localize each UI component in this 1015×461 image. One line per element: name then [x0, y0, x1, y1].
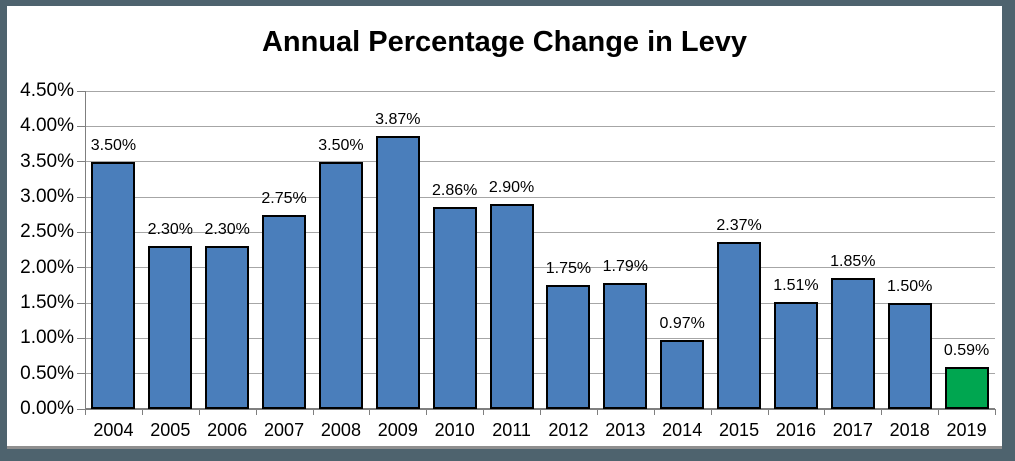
- x-tick-label: 2011: [492, 420, 531, 440]
- bar-value-label: 1.51%: [773, 277, 819, 295]
- y-axis-tick: [77, 373, 85, 375]
- bar-value-label: 2.90%: [488, 179, 535, 197]
- bar: [717, 241, 762, 409]
- bar: [546, 285, 591, 409]
- x-tick-label: 2012: [548, 420, 589, 440]
- y-axis-tick: [77, 125, 85, 127]
- x-axis-tick: [938, 409, 940, 415]
- bar-value-label: 2.37%: [716, 216, 762, 234]
- chart-title: Annual Percentage Change in Levy: [261, 26, 748, 58]
- y-axis-tick: [77, 408, 85, 410]
- bar: [205, 246, 250, 409]
- y-tick-label: 3.50%: [20, 150, 74, 172]
- y-axis-line: [85, 91, 86, 409]
- bar: [148, 246, 193, 409]
- gridline: [85, 267, 995, 269]
- y-tick-label: 0.00%: [20, 398, 74, 419]
- bar-value-label: 2.30%: [204, 221, 250, 239]
- bar: [887, 303, 932, 409]
- x-tick-label: 2019: [946, 420, 987, 440]
- x-axis-tick: [653, 409, 655, 415]
- x-tick-label: 2009: [377, 420, 418, 440]
- y-axis-tick: [77, 267, 85, 269]
- bar: [432, 206, 477, 409]
- x-axis-tick: [596, 409, 598, 415]
- x-axis-tick: [312, 409, 314, 415]
- x-tick-label: 2014: [662, 420, 703, 440]
- y-axis-tick: [77, 196, 85, 198]
- bar-value-label: 3.50%: [90, 136, 137, 154]
- y-tick-label: 4.00%: [20, 115, 74, 137]
- x-tick-label: 2010: [434, 420, 475, 440]
- x-axis-tick: [767, 409, 769, 415]
- bar: [318, 161, 363, 409]
- bar: [830, 278, 875, 409]
- x-tick-label: 2017: [832, 420, 873, 440]
- bar-value-label: 1.50%: [887, 278, 933, 295]
- bar-value-label: 3.50%: [318, 136, 364, 154]
- y-tick-label: 1.00%: [20, 327, 74, 349]
- bar-value-label: 0.59%: [943, 342, 990, 360]
- x-tick-label: 2016: [775, 420, 816, 440]
- x-axis-tick: [255, 409, 257, 415]
- x-tick-label: 2018: [889, 420, 930, 440]
- bar-value-label: 1.79%: [602, 257, 648, 275]
- bar-value-label: 1.85%: [830, 253, 876, 271]
- bar: [660, 340, 705, 409]
- y-axis-tick: [77, 337, 85, 339]
- bar-value-label: 2.30%: [147, 221, 193, 239]
- x-tick-label: 2006: [207, 420, 248, 440]
- gridline: [85, 373, 995, 375]
- bar: [773, 302, 818, 409]
- x-axis-tick: [995, 409, 996, 415]
- x-axis-tick: [198, 409, 200, 415]
- x-tick-label: 2015: [719, 420, 760, 440]
- x-axis-tick: [426, 409, 428, 415]
- bar: [262, 214, 307, 409]
- bar: [375, 135, 420, 409]
- chart-surface: Annual Percentage Change in Levy 0.00% 0.…: [7, 6, 1002, 449]
- x-axis-tick: [824, 409, 826, 415]
- gridline: [85, 161, 995, 163]
- x-axis-tick: [483, 409, 485, 415]
- x-tick-label: 2007: [264, 420, 305, 440]
- gridline: [85, 196, 995, 198]
- bar-value-label: 3.87%: [375, 110, 421, 128]
- y-tick-label: 2.50%: [20, 221, 74, 243]
- y-tick-label: 4.50%: [20, 80, 74, 101]
- bar: [91, 161, 136, 409]
- bar: [489, 204, 534, 409]
- bar: [944, 367, 989, 409]
- y-axis-tick: [77, 161, 85, 163]
- x-axis-tick: [881, 409, 883, 415]
- y-axis-tick: [77, 231, 85, 233]
- bar-value-label: 2.86%: [432, 181, 478, 199]
- y-tick-label: 0.50%: [20, 362, 74, 384]
- y-tick-label: 3.00%: [20, 186, 74, 207]
- bar: [603, 282, 648, 409]
- x-axis-tick: [369, 409, 371, 415]
- y-tick-label: 1.50%: [20, 292, 74, 313]
- x-axis-tick: [85, 409, 86, 415]
- gridline: [85, 337, 995, 339]
- bar-value-label: 0.97%: [659, 315, 705, 333]
- x-tick-label: 2004: [93, 420, 134, 440]
- y-tick-label: 2.00%: [20, 256, 74, 278]
- bar-value-label: 1.75%: [545, 260, 592, 278]
- x-tick-label: 2013: [605, 420, 646, 440]
- x-axis-tick: [540, 409, 541, 415]
- gridline: [85, 125, 995, 127]
- y-axis-tick: [77, 90, 85, 92]
- x-tick-label: 2008: [320, 420, 361, 440]
- bar-value-label: 2.75%: [261, 189, 307, 207]
- x-tick-label: 2005: [150, 420, 191, 440]
- gridline: [85, 231, 995, 233]
- x-axis-tick: [141, 409, 143, 415]
- gridline: [85, 90, 995, 92]
- x-axis-tick: [710, 409, 712, 415]
- y-axis-tick: [77, 302, 85, 304]
- gridline: [85, 302, 995, 304]
